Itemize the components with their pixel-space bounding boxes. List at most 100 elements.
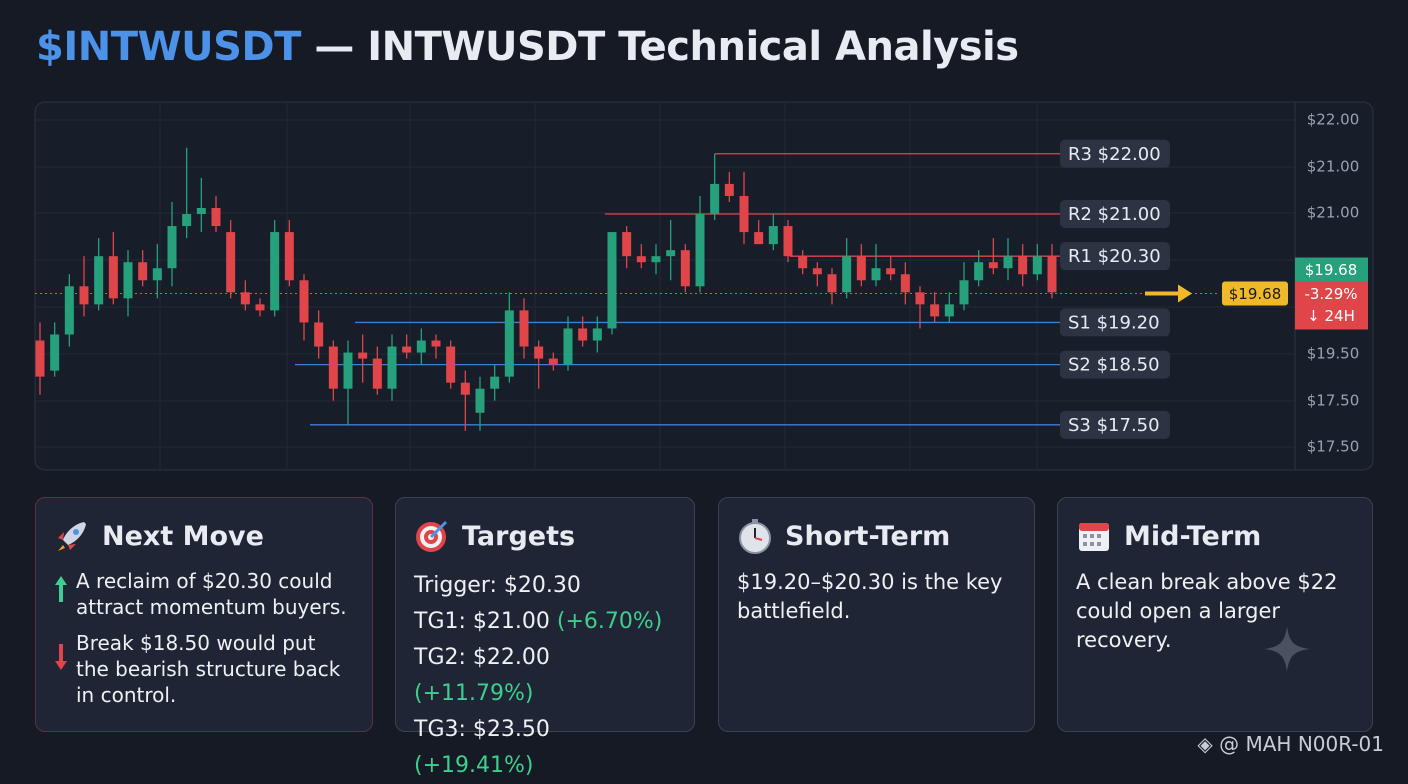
candle-body	[607, 232, 617, 329]
candle-body	[695, 214, 705, 287]
candle-body	[783, 226, 793, 257]
page: $INTWUSDT — INTWUSDT Technical Analysis …	[34, 24, 1384, 778]
candle-body	[79, 286, 89, 305]
candle-body	[240, 292, 250, 305]
candle-body	[284, 232, 294, 281]
level-label: R1 $20.30	[1068, 246, 1161, 267]
candle-body	[944, 304, 954, 317]
watermark-logo: ◈	[1197, 732, 1213, 756]
candle-body	[1032, 256, 1042, 275]
candle-body	[959, 280, 969, 305]
candle-body	[710, 183, 720, 215]
card-item: Break $18.50 would put the bearish struc…	[76, 631, 341, 707]
level-label: S1 $19.20	[1068, 312, 1160, 333]
target-label: TG1: $21.00	[414, 609, 550, 634]
level-label: R2 $21.00	[1068, 204, 1161, 225]
card-short-term: Short-Term $19.20–$20.30 is the key batt…	[718, 497, 1035, 732]
candle-body	[314, 322, 324, 347]
level-tag: S1 $19.20	[1060, 308, 1170, 337]
level-tag-box	[1060, 410, 1170, 439]
level-tag: S2 $18.50	[1060, 350, 1170, 379]
sparkle	[1264, 626, 1310, 672]
candle-body	[372, 358, 382, 389]
candle-body	[1047, 256, 1057, 293]
card-heading: Short-Term	[737, 518, 1016, 554]
candle-body	[930, 304, 940, 317]
candle-body	[490, 376, 500, 389]
target-label: TG2: $22.00	[414, 645, 550, 670]
candle-body	[108, 256, 118, 299]
candle-body	[431, 340, 441, 347]
candle-body	[827, 274, 837, 293]
price-tag-box	[1222, 281, 1288, 306]
candle-body	[636, 256, 646, 263]
candle-body	[446, 346, 456, 383]
candle-body	[343, 352, 353, 389]
candle-body	[402, 346, 412, 353]
price-axis-label: $17.50	[1307, 438, 1360, 456]
candle-body	[270, 232, 280, 311]
price-tag: $19.68	[1229, 285, 1282, 303]
price-box	[1295, 257, 1368, 282]
calendar-icon	[1079, 523, 1109, 551]
candle-body	[255, 304, 265, 311]
candle-body	[900, 274, 910, 293]
trigger: Trigger: $20.30	[414, 573, 581, 598]
title: $INTWUSDT — INTWUSDT Technical Analysis	[36, 24, 1019, 70]
candle-body	[812, 268, 822, 275]
price-arrow	[1145, 284, 1192, 303]
candle-body	[94, 256, 104, 305]
target-icon	[416, 520, 448, 552]
candle-body	[1018, 256, 1028, 275]
level-tag-box	[1060, 308, 1170, 337]
candle-body	[460, 382, 470, 395]
target-row: TG1: $21.00 (+6.70%)	[414, 604, 676, 640]
candle-body	[226, 232, 236, 293]
price-axis-label: $22.00	[1307, 111, 1360, 129]
candle-body	[475, 388, 485, 413]
clock-icon	[739, 519, 771, 554]
candle-body	[563, 328, 573, 365]
candle-body	[592, 328, 602, 341]
level-tag-box	[1060, 242, 1170, 271]
card-targets: Targets Trigger: $20.30 TG1: $21.00 (+6.…	[395, 497, 695, 778]
card-title: Targets	[462, 520, 576, 552]
candle-body	[358, 352, 368, 359]
candle-body	[871, 268, 881, 281]
candle-body	[842, 256, 852, 293]
candle-body	[504, 310, 514, 377]
bear-row: Break $18.50 would put the bearish struc…	[54, 630, 354, 708]
title-ticker: $INTWUSDT	[36, 24, 301, 70]
level-tag-box	[1060, 200, 1170, 229]
level-label: S2 $18.50	[1068, 355, 1160, 376]
candle-body	[64, 286, 74, 335]
candle-body	[167, 226, 177, 269]
candle-body	[138, 262, 148, 281]
rocket-icon	[58, 522, 86, 551]
price-axis-label: $21.00	[1307, 158, 1360, 176]
candle-body	[196, 207, 206, 215]
down-arrow	[55, 644, 67, 670]
candle-body	[211, 207, 221, 227]
candle-body	[519, 310, 529, 347]
price-axis-label: $19.50	[1307, 345, 1360, 363]
target-row: TG2: $22.00 (+11.79%)	[414, 640, 676, 712]
candle-body	[974, 262, 984, 281]
level-tag-box	[1060, 350, 1170, 379]
candle-body	[534, 346, 544, 359]
candle-body	[915, 292, 925, 305]
change-box	[1295, 281, 1368, 330]
card-heading: Next Move	[54, 518, 354, 554]
price-axis-label: $17.50	[1307, 392, 1360, 410]
price-value: $19.68	[1305, 261, 1358, 279]
candle-body	[578, 328, 588, 341]
watermark-text: @ MAH N00R-01	[1219, 732, 1384, 756]
target-change: (+19.41%)	[414, 753, 534, 778]
candle-body	[387, 346, 397, 389]
candle-body	[754, 232, 764, 245]
card-next-move: Next Move A reclaim of $20.30 could attr…	[35, 497, 373, 732]
candle-body	[680, 250, 690, 287]
candle-body	[328, 346, 338, 389]
level-label: S3 $17.50	[1068, 415, 1160, 436]
price-axis-label: $21.00	[1307, 204, 1360, 222]
